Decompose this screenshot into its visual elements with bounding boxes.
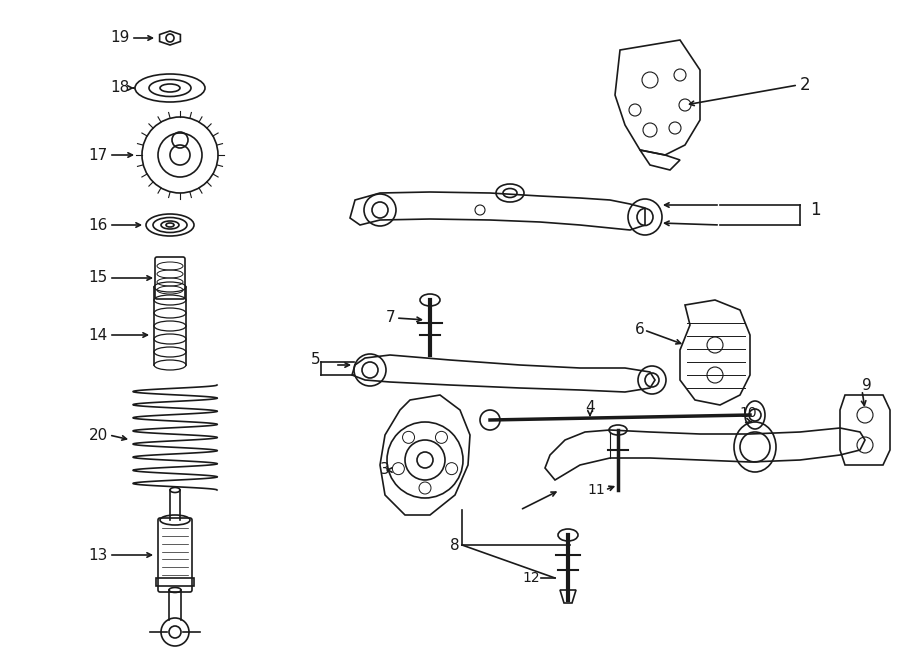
Text: 19: 19 [111, 30, 130, 46]
Text: 15: 15 [89, 270, 108, 286]
Text: 16: 16 [88, 217, 108, 233]
Text: 11: 11 [587, 483, 605, 497]
Bar [156, 578, 194, 586]
Text: 3: 3 [380, 463, 390, 477]
Text: 1: 1 [810, 201, 821, 219]
Text: 2: 2 [800, 76, 811, 94]
Text: 20: 20 [89, 428, 108, 442]
Text: 13: 13 [88, 547, 108, 563]
Text: 9: 9 [862, 377, 872, 393]
Text: 12: 12 [522, 571, 540, 585]
Text: 10: 10 [739, 406, 757, 420]
Text: 5: 5 [310, 352, 320, 368]
Text: 7: 7 [385, 311, 395, 325]
Text: 8: 8 [450, 537, 460, 553]
Text: 17: 17 [89, 147, 108, 163]
Text: 6: 6 [635, 323, 645, 338]
Text: 18: 18 [111, 81, 130, 95]
Text: 14: 14 [89, 327, 108, 342]
Text: 4: 4 [585, 401, 595, 416]
